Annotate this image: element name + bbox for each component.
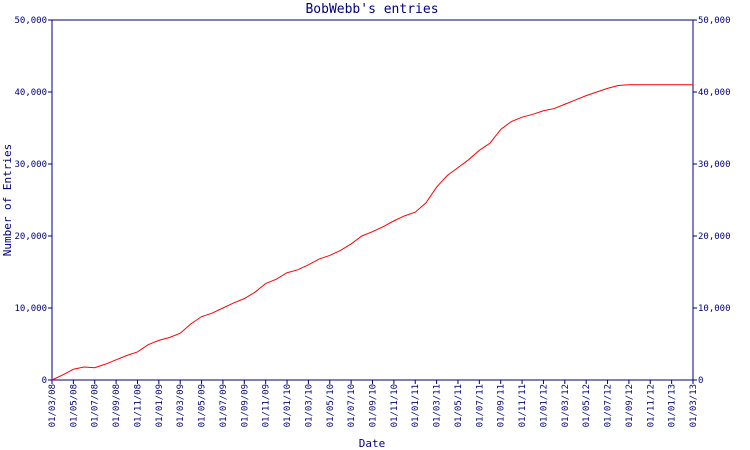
x-tick-label: 01/09/12	[625, 384, 635, 427]
x-tick-label: 01/09/11	[497, 384, 507, 427]
x-tick-label: 01/03/09	[176, 384, 186, 427]
x-tick-label: 01/03/12	[561, 384, 571, 427]
x-tick-label: 01/03/08	[48, 384, 58, 427]
x-tick-label: 01/09/10	[369, 384, 379, 427]
x-tick-label: 01/07/11	[475, 384, 485, 427]
y-tick-label: 10,000	[14, 304, 47, 314]
x-tick-label: 01/05/11	[454, 384, 464, 427]
x-tick-label: 01/01/13	[668, 384, 678, 427]
chart-title: BobWebb's entries	[305, 2, 438, 17]
y-axis-label: Number of Entries	[1, 144, 14, 257]
x-tick-label: 01/01/10	[283, 384, 293, 427]
y2-tick-label: 40,000	[698, 88, 731, 98]
y-tick-label: 20,000	[14, 232, 47, 242]
x-tick-label: 01/05/09	[198, 384, 208, 427]
x-axis-label: Date	[359, 437, 386, 450]
x-tick-label: 01/09/08	[112, 384, 122, 427]
x-tick-label: 01/11/11	[518, 384, 528, 427]
x-tick-label: 01/11/10	[390, 384, 400, 427]
y2-tick-label: 50,000	[698, 16, 731, 26]
y-tick-label: 0	[42, 376, 47, 386]
x-tick-label: 01/05/10	[326, 384, 336, 427]
y-tick-label: 40,000	[14, 88, 47, 98]
x-tick-label: 01/05/08	[69, 384, 79, 427]
x-tick-label: 01/11/12	[646, 384, 656, 427]
x-tick-label: 01/07/12	[604, 384, 614, 427]
x-tick-label: 01/11/08	[133, 384, 143, 427]
y2-tick-label: 10,000	[698, 304, 731, 314]
y-tick-label: 50,000	[14, 16, 47, 26]
data-line	[51, 84, 693, 381]
y-tick-label: 30,000	[14, 160, 47, 170]
x-tick-label: 01/05/12	[582, 384, 592, 427]
y2-tick-label: 20,000	[698, 232, 731, 242]
x-tick-label: 01/03/13	[689, 384, 699, 427]
x-tick-label: 01/09/09	[240, 384, 250, 427]
x-tick-label: 01/01/11	[411, 384, 421, 427]
x-tick-label: 01/07/10	[347, 384, 357, 427]
x-tick-label: 01/07/09	[219, 384, 229, 427]
y2-tick-label: 30,000	[698, 160, 731, 170]
x-tick-label: 01/07/08	[91, 384, 101, 427]
y2-tick-label: 0	[698, 376, 703, 386]
x-tick-label: 01/01/09	[155, 384, 165, 427]
x-tick-label: 01/11/09	[262, 384, 272, 427]
x-tick-label: 01/03/10	[304, 384, 314, 427]
x-tick-label: 01/03/11	[433, 384, 443, 427]
x-tick-label: 01/01/12	[539, 384, 549, 427]
